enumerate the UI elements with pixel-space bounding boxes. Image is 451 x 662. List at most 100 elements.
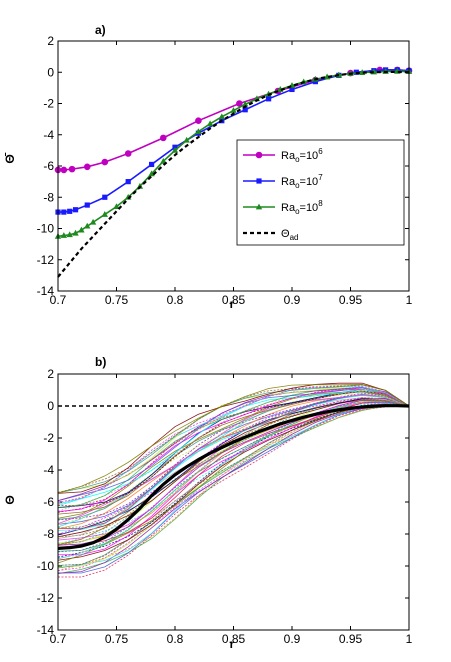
data-point-square — [61, 209, 67, 215]
mean-profile-line — [57, 404, 410, 550]
y-tick-label: -6 — [43, 159, 54, 173]
ensemble-curve — [58, 392, 409, 521]
data-point-square — [72, 207, 79, 213]
panel-a-title: a) — [95, 23, 106, 37]
ensemble-curve — [58, 405, 409, 578]
ensemble-curve — [58, 384, 409, 494]
ensemble-curve — [58, 405, 409, 571]
x-tick-label: 0.7 — [50, 293, 67, 307]
ensemble-curve — [58, 384, 409, 494]
x-tick-label: 0.95 — [339, 632, 363, 646]
y-tick-label: -2 — [43, 97, 54, 111]
data-point-square — [67, 208, 73, 214]
ensemble-curve — [58, 405, 409, 575]
x-tick-label: 0.8 — [167, 293, 184, 307]
ensemble-curves — [58, 382, 409, 578]
data-point-square — [149, 161, 155, 168]
data-point-square — [102, 194, 108, 200]
ensemble-curve — [58, 397, 409, 535]
x-tick-label: 0.85 — [222, 632, 246, 646]
x-tick-label: 1 — [406, 293, 413, 307]
panel-a-x-label: r — [230, 297, 235, 311]
x-tick-label: 0.9 — [284, 293, 301, 307]
panel-a-legend: Rao=106 Rao=107 Rao=108 Θad — [236, 139, 405, 246]
data-point-square — [242, 107, 248, 113]
ensemble-curve — [58, 401, 409, 553]
data-point-triangle — [72, 229, 79, 236]
panel-b-axes-frame — [57, 373, 410, 631]
ensemble-curve — [58, 398, 409, 538]
y-tick-label: 2 — [47, 34, 54, 48]
legend-label: Rao=106 — [281, 147, 323, 164]
data-point-triangle — [60, 232, 68, 238]
data-point-triangle — [230, 107, 237, 113]
data-point-triangle — [101, 211, 108, 217]
x-tick-label: 0.85 — [222, 293, 246, 307]
legend-box — [236, 139, 405, 246]
legend-label: Rao=108 — [281, 199, 323, 216]
y-tick-label: -2 — [43, 431, 54, 445]
series-line-3 — [57, 70, 410, 278]
data-point-circle — [255, 151, 263, 159]
ensemble-curve — [58, 405, 409, 572]
y-tick-label: 2 — [47, 367, 54, 381]
panel-a-y-label: Θ̄ — [3, 152, 17, 163]
data-point-square — [266, 96, 272, 102]
y-tick-label: -4 — [43, 128, 54, 142]
y-tick-label: -14 — [37, 284, 55, 298]
ensemble-curve — [58, 390, 409, 513]
data-point-circle — [83, 163, 91, 171]
y-tick-label: -4 — [43, 463, 54, 477]
data-point-triangle — [206, 120, 214, 127]
panel-b: b) 0.7 0.75 0.8 0.85 0.9 0.95 1 2 0 -2 -4 -6 -8 -10 -… — [3, 355, 413, 651]
panel-a: a) 0.7 0.75 0.8 0.85 0.9 0.95 1 2 0 -2 -4 -6 -8 -10 -… — [3, 23, 413, 311]
data-point-square — [84, 202, 90, 208]
panel-b-y-label: Θ — [3, 495, 17, 504]
data-point-triangle — [160, 157, 167, 164]
y-tick-label: -6 — [43, 495, 54, 509]
x-tick-label: 0.9 — [284, 632, 301, 646]
panel-b-title: b) — [95, 355, 106, 369]
data-point-triangle — [242, 100, 249, 107]
y-tick-label: -12 — [37, 253, 55, 267]
data-point-triangle — [148, 170, 155, 177]
data-point-circle — [60, 166, 68, 174]
data-point-triangle — [183, 136, 190, 143]
y-tick-label: 0 — [47, 399, 54, 413]
y-tick-label: -12 — [37, 591, 55, 605]
x-tick-label: 0.75 — [105, 293, 129, 307]
data-point-triangle — [66, 231, 73, 238]
x-tick-label: 1 — [406, 632, 413, 646]
panel-a-axes-frame — [57, 40, 410, 292]
data-point-square — [256, 178, 262, 184]
x-tick-label: 0.7 — [50, 632, 67, 646]
panel-a-y-ticks: 2 0 -2 -4 -6 -8 -10 -12 -14 — [37, 34, 409, 298]
x-tick-label: 0.75 — [105, 632, 129, 646]
ensemble-curve — [58, 387, 409, 502]
data-point-triangle — [218, 113, 225, 120]
data-point-triangle — [171, 146, 179, 153]
data-point-triangle — [84, 222, 91, 229]
data-point-triangle — [323, 73, 331, 80]
ensemble-curve — [58, 390, 409, 519]
data-point-triangle — [195, 128, 202, 135]
data-point-circle — [160, 134, 167, 142]
legend-label: Θad — [281, 228, 298, 242]
ensemble-curve — [58, 385, 409, 503]
x-tick-label: 0.8 — [167, 632, 184, 646]
ensemble-curve — [58, 394, 409, 531]
data-point-triangle — [113, 203, 120, 210]
data-point-circle — [236, 100, 243, 107]
ensemble-curve — [58, 400, 409, 546]
ensemble-curve — [58, 403, 409, 564]
y-tick-label: -10 — [37, 222, 55, 236]
data-point-triangle — [255, 203, 263, 210]
ensemble-curve — [58, 399, 409, 545]
data-point-circle — [124, 150, 132, 157]
y-tick-label: -8 — [43, 527, 54, 541]
panel-b-x-label: r — [230, 637, 235, 651]
legend-label: Rao=107 — [281, 173, 323, 190]
y-tick-label: 0 — [47, 65, 54, 79]
data-point-triangle — [78, 226, 85, 233]
